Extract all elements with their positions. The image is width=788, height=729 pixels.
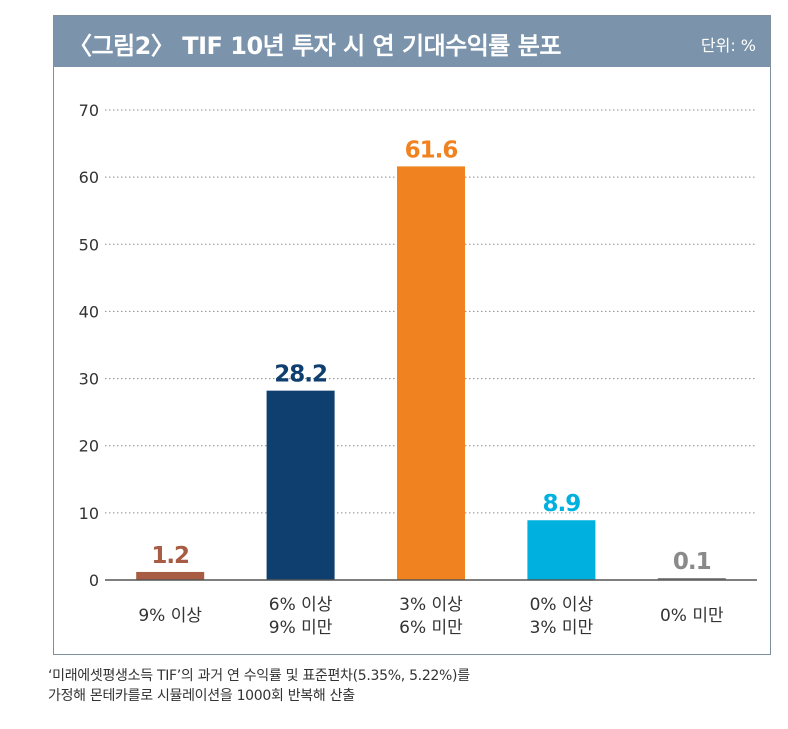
- x-tick-label: 0% 미만: [660, 606, 724, 626]
- bar: [657, 578, 726, 580]
- data-label: 61.6: [405, 137, 458, 163]
- chart-title: 〈그림2〉 TIF 10년 투자 시 연 기대수익률 분포: [68, 32, 561, 60]
- unit-label: 단위: %: [700, 36, 756, 55]
- x-tick-label: 6% 이상: [269, 595, 333, 615]
- y-tick-label: 20: [79, 437, 99, 456]
- data-label: 1.2: [151, 543, 189, 569]
- y-tick-label: 10: [79, 504, 99, 523]
- bar: [397, 166, 465, 580]
- y-tick-label: 30: [79, 370, 99, 389]
- y-tick-label: 0: [89, 571, 99, 590]
- caption-line-1: ‘미래에셋평생소득 TIF’의 과거 연 수익률 및 표준편차(5.35%, 5…: [48, 668, 470, 684]
- bar: [136, 571, 205, 580]
- y-tick-label: 60: [79, 168, 99, 187]
- caption-line-2: 가정해 몬테카를로 시뮬레이션을 1000회 반복해 산출: [48, 688, 355, 704]
- bar: [266, 390, 335, 580]
- bar: [527, 520, 596, 580]
- chart-header: 〈그림2〉 TIF 10년 투자 시 연 기대수익률 분포 단위: %: [54, 16, 770, 67]
- x-tick-label: 9% 이상: [138, 606, 202, 626]
- y-tick-label: 70: [79, 101, 99, 120]
- data-label: 8.9: [543, 491, 581, 517]
- x-tick-label: 3% 미만: [530, 618, 594, 638]
- chart-caption: ‘미래에셋평생소득 TIF’의 과거 연 수익률 및 표준편차(5.35%, 5…: [48, 666, 470, 706]
- x-tick-label: 0% 이상: [530, 595, 594, 615]
- data-label: 28.2: [274, 362, 327, 388]
- x-tick-label: 9% 미만: [269, 618, 333, 638]
- y-tick-label: 40: [79, 302, 99, 321]
- y-tick-label: 50: [79, 235, 99, 254]
- data-label: 0.1: [673, 549, 711, 575]
- x-tick-label: 6% 미만: [399, 618, 463, 638]
- x-tick-label: 3% 이상: [399, 595, 463, 615]
